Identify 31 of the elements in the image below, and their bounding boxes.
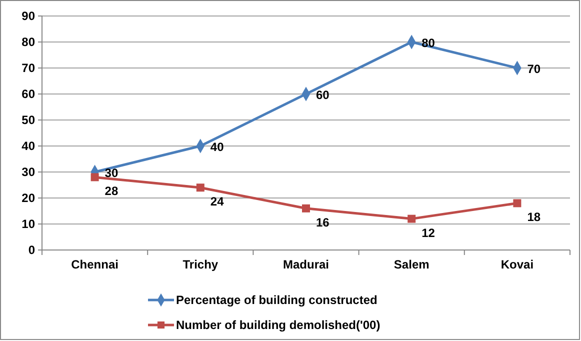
legend-label: Number of building demolished('00) xyxy=(176,318,380,332)
y-tick-label: 50 xyxy=(22,112,36,127)
data-label: 40 xyxy=(210,140,224,154)
data-label: 16 xyxy=(316,215,330,230)
data-label: 24 xyxy=(210,194,224,209)
y-tick-label: 90 xyxy=(22,8,36,23)
y-tick-label: 70 xyxy=(22,60,36,75)
x-tick-label: Chennai xyxy=(71,258,118,272)
point xyxy=(513,199,522,208)
point xyxy=(302,204,310,212)
y-tick-label: 80 xyxy=(22,34,36,49)
y-tick-label: 0 xyxy=(28,242,36,257)
point xyxy=(196,184,204,192)
x-tick-label: Kovai xyxy=(500,258,534,272)
x-tick-label: Salem xyxy=(394,258,430,272)
y-tick-label: 10 xyxy=(22,216,36,231)
data-label: 60 xyxy=(316,88,330,102)
x-tick-label: Madurai xyxy=(282,258,330,272)
point xyxy=(90,173,99,182)
data-label: 18 xyxy=(527,210,541,224)
data-label: 70 xyxy=(527,62,541,76)
y-tick-label: 40 xyxy=(22,138,36,153)
point xyxy=(408,214,416,223)
y-tick-label: 20 xyxy=(22,190,36,205)
data-label: 30 xyxy=(104,166,118,180)
y-tick-label: 60 xyxy=(22,86,36,101)
x-tick-label: Trichy xyxy=(182,258,218,272)
data-label: 28 xyxy=(104,184,118,198)
y-tick-label: 30 xyxy=(22,164,36,179)
legend-label: Percentage of building constructed xyxy=(176,293,378,307)
data-label: 12 xyxy=(422,226,436,240)
